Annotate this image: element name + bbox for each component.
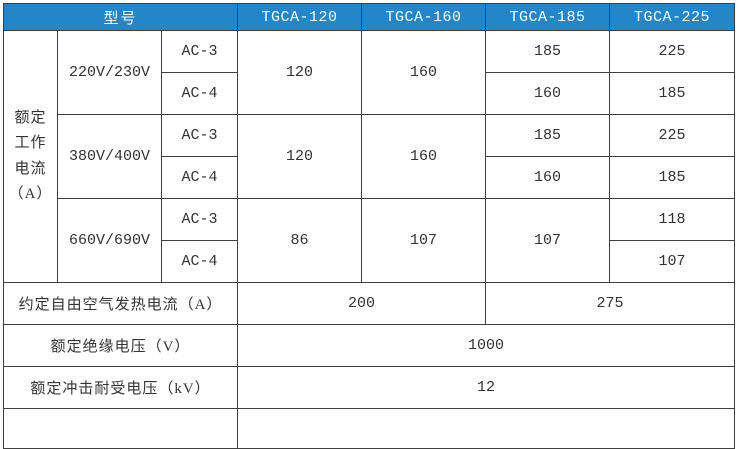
cell-220-ac3-tgca185: 185 xyxy=(485,30,610,73)
table-row: AC-4 107 xyxy=(4,240,735,283)
header-cell-tgca-225: TGCA-225 xyxy=(609,3,735,31)
voltage-380-400: 380V/400V xyxy=(57,114,162,199)
cell-220-ac4-tgca185: 160 xyxy=(485,72,610,115)
table-row: AC-4 160 185 xyxy=(4,72,735,115)
impulse-voltage-label: 额定冲击耐受电压（kV） xyxy=(3,366,238,409)
cell-380-ac4-tgca185: 160 xyxy=(485,156,610,199)
insulation-voltage-value: 1000 xyxy=(237,324,735,367)
header-cell-tgca-185: TGCA-185 xyxy=(485,3,610,31)
cell-380-tgca120: 120 xyxy=(237,114,362,199)
utilization-660-ac4: AC-4 xyxy=(161,240,238,283)
cell-220-ac3-tgca225: 225 xyxy=(609,30,735,73)
partial-row-value-cell xyxy=(237,408,735,449)
header-row: 型号 TGCA-120 TGCA-160 TGCA-185 TGCA-225 xyxy=(3,3,735,31)
utilization-660-ac3: AC-3 xyxy=(161,198,238,241)
table-row: 660V/690V AC-3 86 107 107 118 xyxy=(4,198,735,283)
cell-380-tgca160: 160 xyxy=(361,114,486,199)
table-row: 380V/400V AC-3 120 160 185 225 xyxy=(4,114,735,199)
table-row: 约定自由空气发热电流（A） 200 275 xyxy=(3,282,735,325)
header-cell-model: 型号 xyxy=(3,3,238,31)
spec-table-container: 型号 TGCA-120 TGCA-160 TGCA-185 TGCA-225 额… xyxy=(3,3,736,449)
cell-660-ac4-tgca225: 107 xyxy=(609,240,735,283)
utilization-380-ac3: AC-3 xyxy=(161,114,238,157)
insulation-voltage-label: 额定绝缘电压（V） xyxy=(3,324,238,367)
cell-660-tgca185: 107 xyxy=(485,198,610,283)
rated-current-label: 额定 工作 电流 （A） xyxy=(3,30,58,283)
utilization-220-ac3: AC-3 xyxy=(161,30,238,73)
cell-660-tgca160: 107 xyxy=(361,198,486,283)
header-cell-tgca-120: TGCA-120 xyxy=(237,3,362,31)
partial-row-label-cell xyxy=(3,408,238,449)
thermal-current-label: 约定自由空气发热电流（A） xyxy=(3,282,238,325)
impulse-voltage-value: 12 xyxy=(237,366,735,409)
table-row-partial xyxy=(3,408,735,449)
utilization-380-ac4: AC-4 xyxy=(161,156,238,199)
voltage-660-690: 660V/690V xyxy=(57,198,162,283)
cell-220-tgca120: 120 xyxy=(237,30,362,115)
table-row: 额定冲击耐受电压（kV） 12 xyxy=(3,366,735,409)
contactor-spec-table: 型号 TGCA-120 TGCA-160 TGCA-185 TGCA-225 额… xyxy=(3,3,735,449)
cell-380-ac4-tgca225: 185 xyxy=(609,156,735,199)
voltage-220-230: 220V/230V xyxy=(57,30,162,115)
cell-220-ac4-tgca225: 185 xyxy=(609,72,735,115)
cell-660-tgca120: 86 xyxy=(237,198,362,283)
table-row: AC-4 160 185 xyxy=(4,156,735,199)
thermal-current-185-225: 275 xyxy=(485,282,735,325)
utilization-220-ac4: AC-4 xyxy=(161,72,238,115)
table-row: 额定绝缘电压（V） 1000 xyxy=(3,324,735,367)
table-row: 额定 工作 电流 （A） 220V/230V AC-3 120 160 185 … xyxy=(3,30,735,283)
cell-380-ac3-tgca185: 185 xyxy=(485,114,610,157)
cell-380-ac3-tgca225: 225 xyxy=(609,114,735,157)
cell-660-ac3-tgca225: 118 xyxy=(609,198,735,241)
cell-220-tgca160: 160 xyxy=(361,30,486,115)
thermal-current-120-160: 200 xyxy=(237,282,486,325)
header-cell-tgca-160: TGCA-160 xyxy=(361,3,486,31)
